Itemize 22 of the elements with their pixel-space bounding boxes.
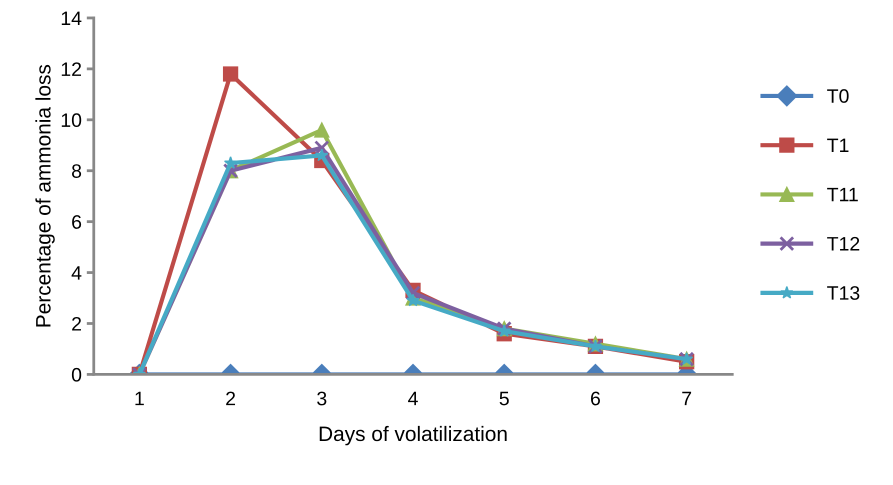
x-tick-label: 3: [317, 392, 326, 406]
x-tick-label: 6: [591, 392, 600, 406]
y-tick-label: 2: [72, 316, 81, 331]
x-tick-label: 1: [135, 392, 144, 406]
y-tick-label: 10: [62, 113, 82, 128]
y-axis-title: Percentage of ammonia loss: [35, 64, 55, 326]
x-tick-label: 7: [682, 392, 692, 406]
legend-label: T11: [827, 188, 858, 202]
y-tick-label: 6: [72, 215, 82, 229]
x-tick-label: 4: [408, 392, 418, 406]
legend-label: T12: [827, 236, 860, 250]
legend-label: T1: [827, 138, 848, 152]
y-tick-label: 14: [62, 12, 82, 25]
x-tick-label: 2: [226, 392, 236, 406]
x-tick-label: 5: [500, 392, 509, 406]
legend-label: T13: [827, 286, 860, 300]
y-tick-label: 8: [72, 164, 82, 178]
y-tick-label: 0: [72, 368, 82, 382]
legend-label: T0: [827, 89, 849, 103]
y-tick-label: 12: [62, 62, 81, 76]
y-tick-label: 4: [72, 266, 82, 280]
x-axis-title: Days of volatilization: [320, 426, 507, 446]
